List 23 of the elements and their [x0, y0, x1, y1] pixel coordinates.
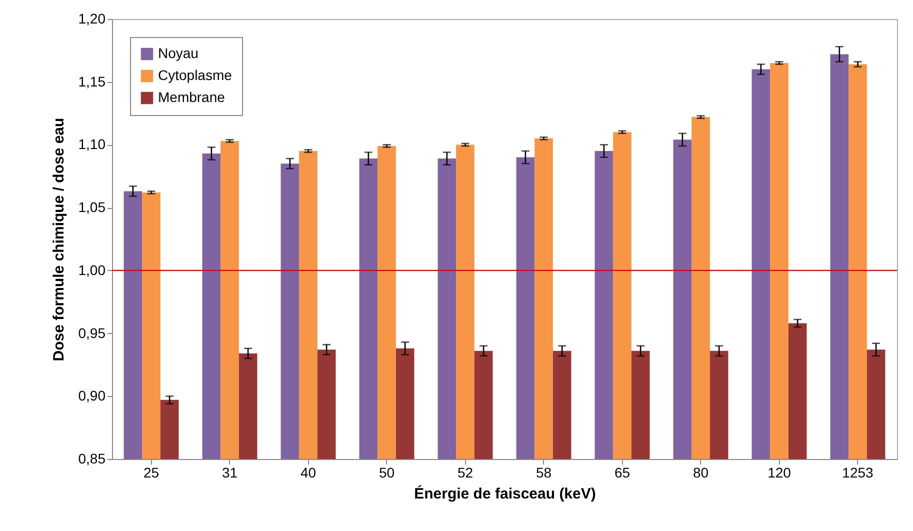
x-tick-label: 65	[614, 464, 630, 480]
x-tick-label: 31	[222, 464, 238, 480]
y-tick-label: 0,90	[78, 388, 106, 404]
y-tick-label: 1,00	[78, 262, 106, 278]
x-tick-label: 50	[378, 464, 395, 480]
legend-label: Membrane	[158, 89, 226, 105]
x-tick-label: 40	[300, 464, 316, 480]
y-tick-label: 1,10	[78, 136, 106, 152]
x-tick-label: 58	[536, 464, 552, 480]
y-tick-label: 0,85	[78, 450, 106, 466]
x-tick-label: 1253	[842, 464, 874, 480]
x-axis-title: Énergie de faisceau (keV)	[414, 484, 596, 502]
y-tick-label: 1,05	[78, 199, 106, 216]
x-tick-label: 52	[457, 464, 474, 480]
x-tick-label: 120	[768, 464, 792, 480]
y-tick-label: 1,15	[78, 73, 106, 90]
y-axis-title: Dose formule chimique / dose eau	[50, 118, 68, 362]
legend-label: Cytoplasme	[158, 67, 232, 83]
y-tick-label: 0,95	[78, 324, 106, 341]
x-tick-label: 80	[692, 464, 709, 480]
y-tick-label: 1,20	[78, 10, 106, 26]
x-tick-label: 25	[143, 464, 160, 480]
legend-label: Noyau	[158, 45, 198, 61]
